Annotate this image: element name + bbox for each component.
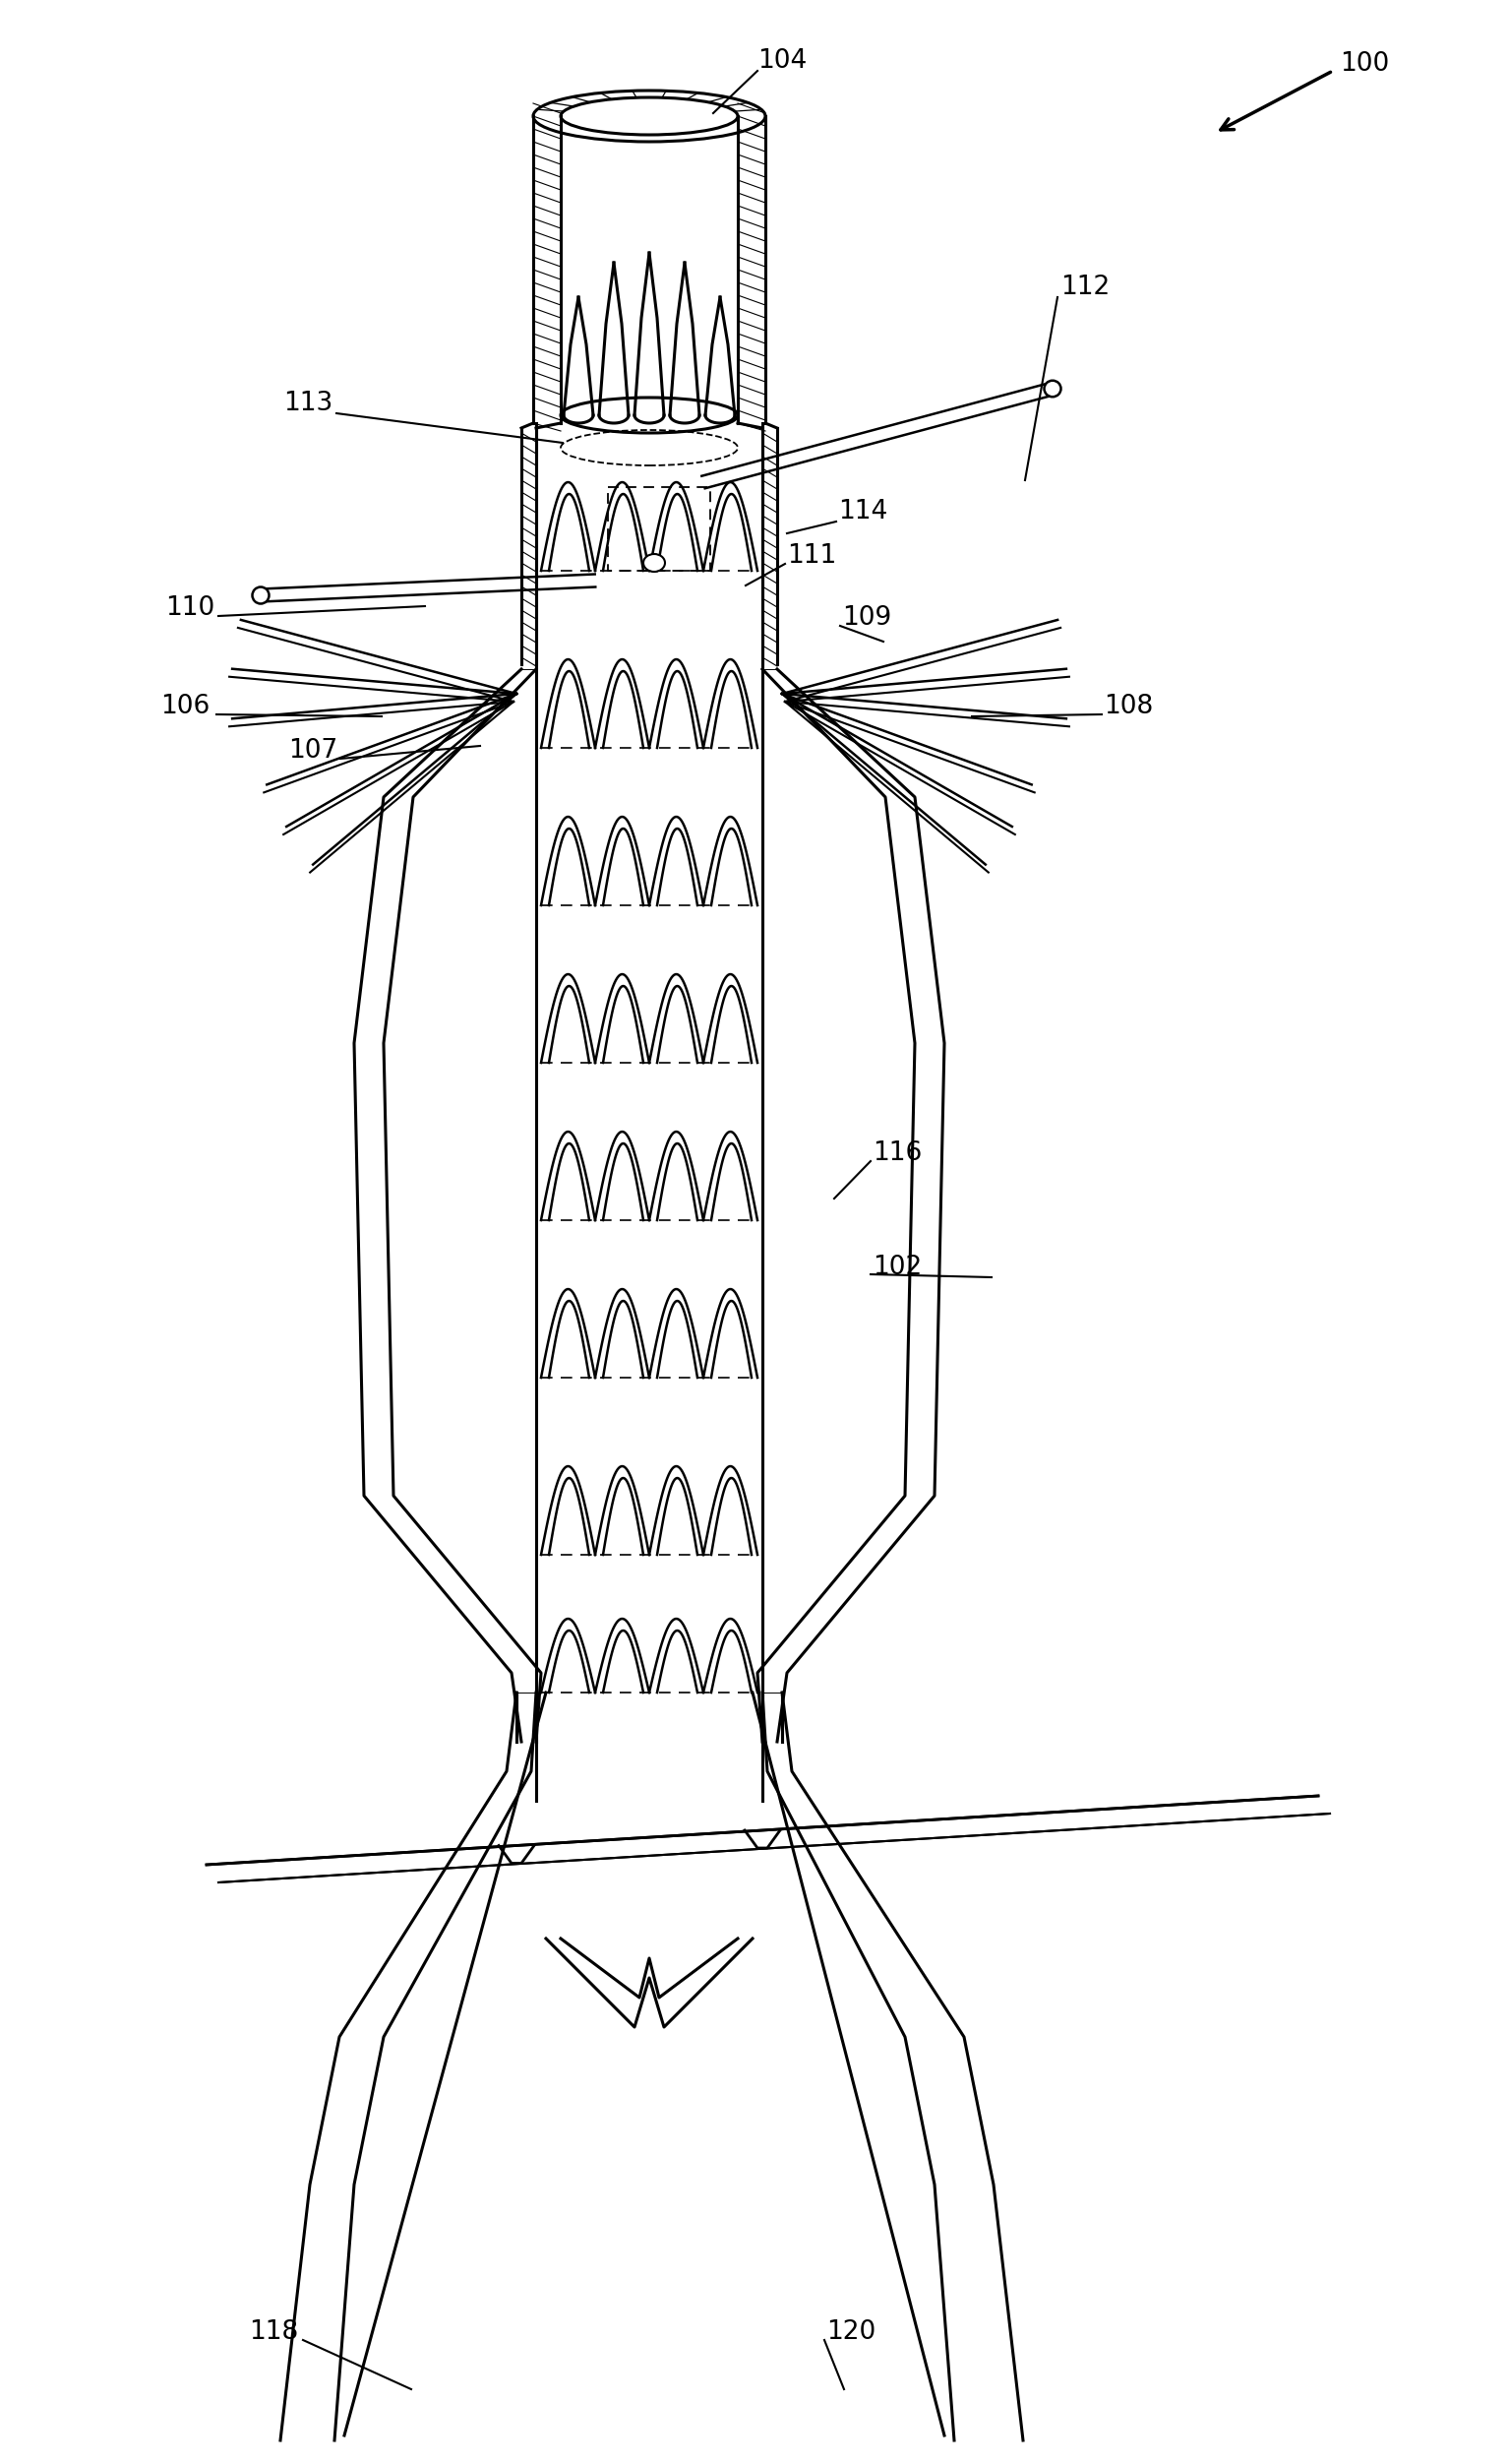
Text: 108: 108 xyxy=(1103,695,1153,719)
Text: 120: 120 xyxy=(827,2319,875,2346)
Text: 114: 114 xyxy=(837,498,887,525)
Text: 102: 102 xyxy=(872,1254,922,1281)
Ellipse shape xyxy=(643,554,665,572)
Polygon shape xyxy=(614,1811,687,1880)
Text: 100: 100 xyxy=(1340,52,1390,76)
Text: 116: 116 xyxy=(872,1141,922,1165)
Text: 110: 110 xyxy=(166,596,214,621)
Text: 118: 118 xyxy=(249,2319,299,2346)
Text: 106: 106 xyxy=(160,695,210,719)
Ellipse shape xyxy=(1044,379,1061,397)
Text: 113: 113 xyxy=(284,392,333,416)
Text: 107: 107 xyxy=(288,739,338,764)
Text: 111: 111 xyxy=(788,542,836,569)
Ellipse shape xyxy=(252,586,269,604)
Text: 112: 112 xyxy=(1061,274,1109,301)
Text: 109: 109 xyxy=(842,606,892,631)
Text: 104: 104 xyxy=(758,49,807,74)
